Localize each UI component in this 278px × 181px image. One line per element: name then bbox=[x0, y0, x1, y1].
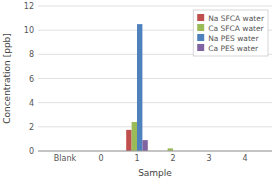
chart-svg: 024681012Blank01234SampleConcentration [… bbox=[0, 0, 278, 181]
bars bbox=[126, 24, 173, 151]
x-axis-label: Sample bbox=[138, 168, 172, 178]
y-tick-label: 6 bbox=[29, 75, 34, 84]
grid bbox=[38, 6, 272, 151]
legend-label: Ca PES water bbox=[208, 44, 259, 53]
x-tick-label: 4 bbox=[242, 154, 247, 163]
y-tick-label: 12 bbox=[24, 2, 34, 11]
x-tick-label: 0 bbox=[98, 154, 103, 163]
bar bbox=[142, 140, 147, 151]
legend-label: Na PES water bbox=[208, 34, 259, 43]
y-tick-label: 4 bbox=[29, 99, 34, 108]
y-axis-label: Concentration [ppb] bbox=[2, 33, 12, 124]
bar bbox=[137, 24, 142, 151]
x-tick-label: 1 bbox=[134, 154, 139, 163]
y-tick-label: 2 bbox=[29, 123, 34, 132]
legend: Na SFCA waterCa SFCA waterNa PES waterCa… bbox=[193, 10, 268, 56]
x-tick-label: Blank bbox=[54, 154, 77, 163]
y-tick-label: 10 bbox=[24, 26, 34, 35]
x-tick-label: 3 bbox=[206, 154, 211, 163]
x-tick-label: 2 bbox=[170, 154, 175, 163]
legend-swatch bbox=[197, 44, 204, 51]
bar bbox=[132, 122, 137, 151]
y-tick-label: 8 bbox=[29, 50, 34, 59]
x-axis-line bbox=[38, 151, 272, 152]
y-tick-label: 0 bbox=[29, 147, 34, 156]
legend-swatch bbox=[197, 14, 204, 21]
grid-line bbox=[38, 102, 272, 103]
grid-line bbox=[38, 126, 272, 127]
legend-label: Na SFCA water bbox=[208, 14, 265, 23]
legend-swatch bbox=[197, 34, 204, 41]
legend-label: Ca SFCA water bbox=[208, 24, 264, 33]
grid-line bbox=[38, 6, 272, 7]
grid-line bbox=[38, 78, 272, 79]
legend-box bbox=[193, 10, 268, 56]
bar bbox=[126, 130, 131, 151]
chart-container: 024681012Blank01234SampleConcentration [… bbox=[0, 0, 278, 181]
legend-swatch bbox=[197, 24, 204, 31]
grid-line bbox=[38, 151, 272, 152]
